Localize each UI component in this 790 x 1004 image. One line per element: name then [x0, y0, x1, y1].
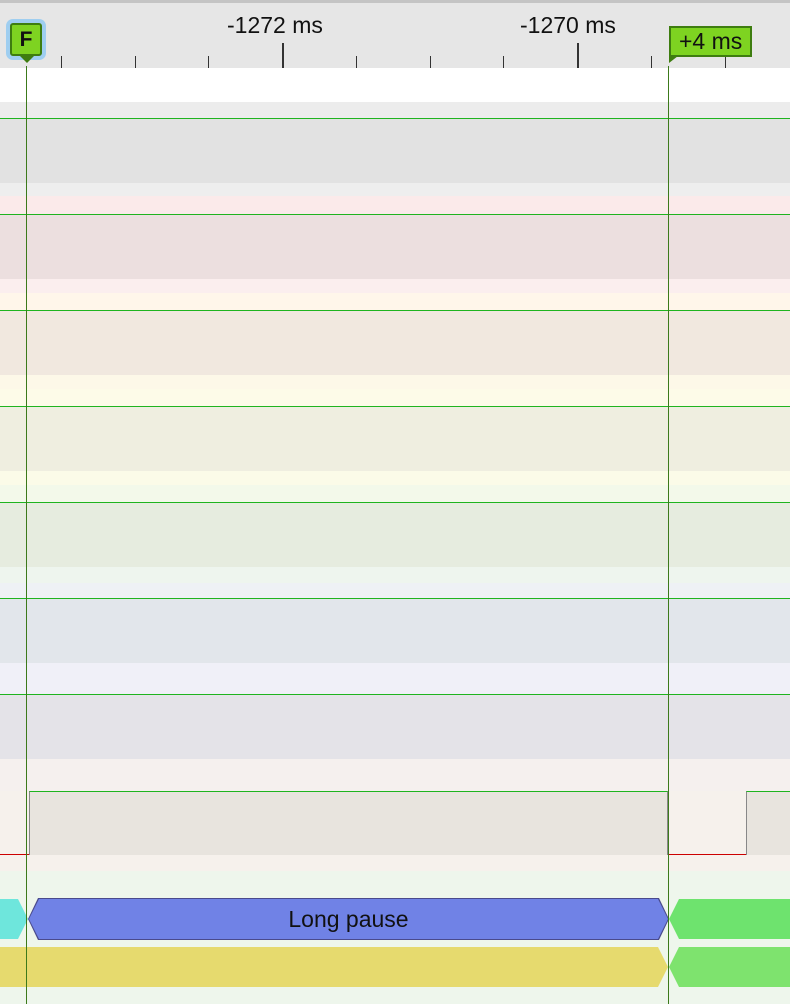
marker-bar-green[interactable]	[669, 899, 790, 939]
track-5-lane[interactable]	[0, 503, 790, 567]
track-2-gap	[0, 196, 790, 215]
track-separator	[0, 694, 790, 695]
selection-end-line[interactable]	[668, 66, 669, 1004]
track-1-lane[interactable]	[0, 119, 790, 183]
track-2-lane[interactable]	[0, 215, 790, 279]
track-separator	[0, 502, 790, 503]
track-header-blank	[0, 68, 790, 102]
selection-delta-pointer	[669, 56, 678, 63]
ruler-tick	[208, 56, 209, 69]
tick-label-1272: -1272 ms	[227, 12, 323, 38]
marker-bar-yellow[interactable]	[0, 947, 668, 987]
track-6-gap	[0, 583, 790, 599]
frame-marker-flag[interactable]: F	[10, 23, 42, 56]
track-4-gap	[0, 389, 790, 407]
activity-graph-block[interactable]	[29, 791, 668, 855]
track-separator	[0, 118, 790, 119]
frame-marker-pointer	[19, 55, 35, 63]
ruler-tick	[135, 56, 136, 69]
track-1-gap	[0, 102, 790, 118]
activity-graph-block[interactable]	[746, 791, 790, 855]
marker-bar-green-2[interactable]	[669, 947, 790, 987]
ruler-tick	[725, 56, 726, 69]
activity-graph-baseline	[668, 854, 746, 855]
ruler-tick	[356, 56, 357, 69]
ruler-tick	[430, 56, 431, 69]
activity-graph-baseline	[0, 854, 29, 855]
ruler-tick	[651, 56, 652, 69]
track-separator	[0, 310, 790, 311]
track-separator	[0, 406, 790, 407]
timeline-ruler[interactable]: -1272 ms -1270 ms F +4 ms	[0, 0, 790, 69]
ruler-tick	[61, 56, 62, 69]
selection-start-line[interactable]	[26, 66, 27, 1004]
ruler-tick-major	[282, 43, 284, 69]
long-pause-label: Long pause	[288, 905, 409, 932]
track-6-lane[interactable]	[0, 599, 790, 663]
ruler-tick	[503, 56, 504, 69]
track-3-lane[interactable]	[0, 311, 790, 375]
tick-label-1270: -1270 ms	[520, 12, 616, 38]
track-7-bottom	[0, 759, 790, 791]
track-3-gap	[0, 293, 790, 311]
track-7-lane[interactable]	[0, 695, 790, 759]
track-separator	[0, 598, 790, 599]
long-pause-bar[interactable]: Long pause	[29, 899, 668, 939]
track-4-lane[interactable]	[0, 407, 790, 471]
track-5-gap	[0, 485, 790, 503]
track-separator	[0, 214, 790, 215]
ruler-tick-major	[577, 43, 579, 69]
track-6-bottom	[0, 663, 790, 695]
selection-delta-label[interactable]: +4 ms	[669, 26, 753, 57]
